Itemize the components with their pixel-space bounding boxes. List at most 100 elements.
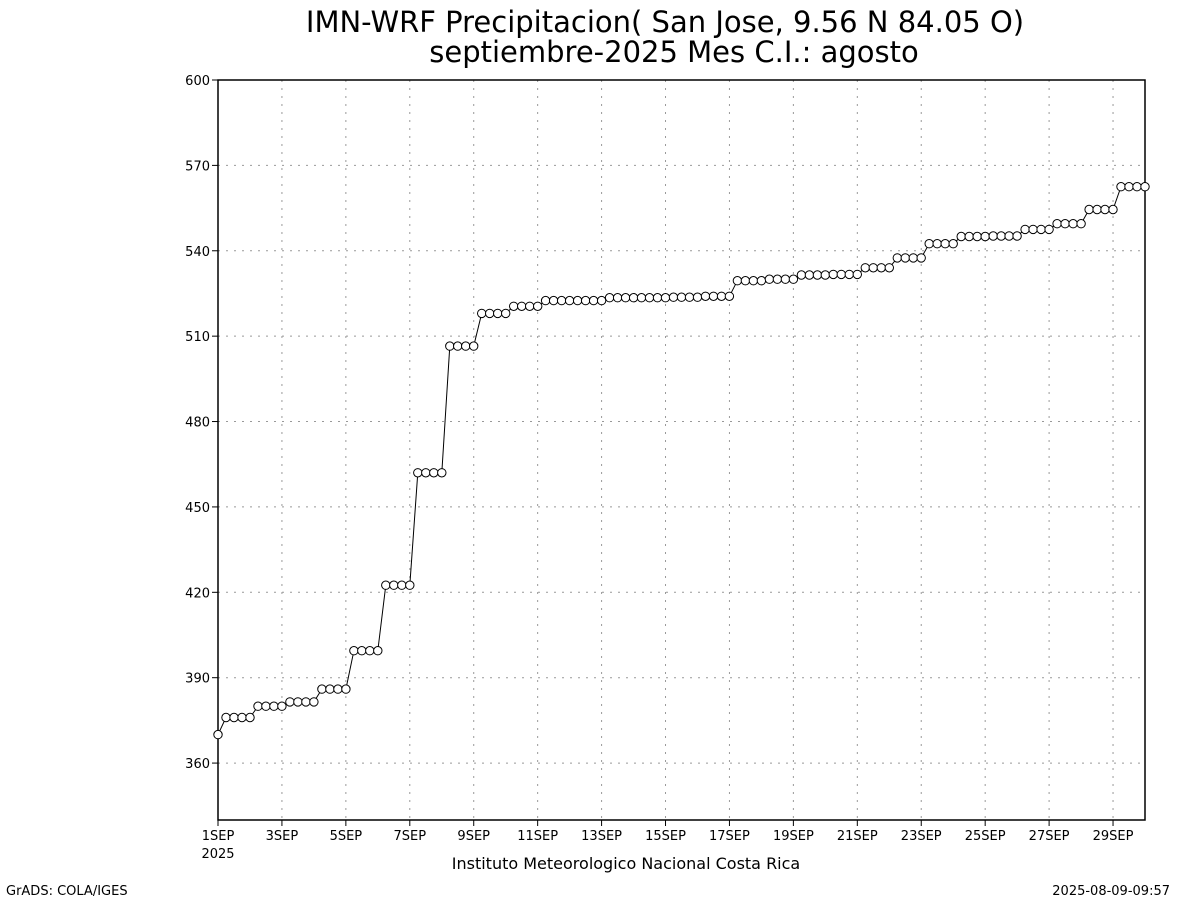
data-point (884, 263, 894, 273)
x-tick-label: 25SEP (965, 829, 1006, 844)
data-point (1092, 204, 1102, 215)
data-point (517, 301, 527, 311)
data-point (301, 697, 311, 707)
data-point (708, 291, 719, 301)
data-point (493, 308, 503, 319)
data-point (405, 580, 415, 590)
data-point (333, 684, 343, 694)
data-point (988, 231, 998, 241)
data-point (724, 291, 735, 301)
data-point (692, 292, 703, 302)
data-point (756, 276, 767, 286)
data-point (868, 263, 878, 273)
data-point (469, 341, 479, 351)
data-point (540, 295, 551, 306)
data-point (317, 684, 327, 694)
data-point (588, 295, 599, 306)
plot-frame (217, 79, 1146, 821)
data-point (1084, 204, 1094, 215)
timestamp-label: 2025-08-09-09:57 (1052, 884, 1170, 899)
data-point (628, 293, 639, 303)
data-point (844, 269, 854, 280)
y-tick-label: 600 (185, 74, 210, 89)
data-point (828, 269, 838, 280)
data-point (413, 468, 423, 478)
y-tick-label: 570 (185, 159, 210, 174)
data-point (381, 580, 391, 590)
data-point (740, 276, 751, 286)
x-tick-label: 27SEP (1029, 829, 1070, 844)
data-point (716, 291, 727, 301)
data-point (964, 231, 974, 242)
data-point (373, 646, 383, 656)
data-point (612, 293, 623, 303)
data-point (596, 295, 607, 306)
y-tick-label: 540 (185, 245, 210, 260)
data-point (956, 231, 966, 242)
grid-lines (217, 79, 1145, 820)
y-tick-label: 480 (185, 416, 210, 431)
data-point (580, 295, 591, 306)
data-point (548, 295, 559, 306)
data-point (533, 301, 543, 311)
data-point (253, 701, 263, 711)
data-point (1012, 231, 1022, 241)
data-point (293, 697, 303, 707)
data-point (285, 697, 295, 707)
data-point (213, 729, 223, 740)
x-tick-label: 29SEP (1093, 829, 1134, 844)
data-point (860, 263, 870, 273)
data-point (732, 276, 743, 286)
data-point (676, 292, 687, 302)
data-point (397, 580, 407, 590)
data-point (876, 263, 886, 273)
x-tick-label: 11SEP (517, 829, 558, 844)
data-point (564, 295, 575, 306)
data-point (429, 468, 439, 478)
data-point (1020, 224, 1030, 235)
data-point (365, 646, 375, 656)
data-point (700, 291, 711, 301)
data-point (772, 274, 783, 284)
x-tick-label: 23SEP (901, 829, 942, 844)
data-point (485, 308, 495, 319)
data-point (269, 701, 279, 711)
data-point (309, 697, 319, 707)
data-point (764, 274, 775, 284)
data-point (820, 270, 830, 280)
data-point (437, 468, 447, 478)
data-point (221, 712, 231, 723)
x-tick-label: 7SEP (394, 829, 427, 844)
x-tick-label: 3SEP (266, 829, 299, 844)
x-tick-label: 9SEP (457, 829, 490, 844)
data-point (237, 712, 247, 723)
x-tick-label: 19SEP (773, 829, 814, 844)
data-point (461, 341, 471, 351)
data-point (892, 253, 902, 263)
data-point (509, 301, 519, 311)
data-point (1116, 182, 1126, 192)
data-point (908, 253, 918, 263)
data-point (349, 646, 359, 656)
data-point (245, 712, 255, 723)
data-point (1076, 219, 1086, 229)
data-point (972, 231, 982, 242)
data-point (1100, 204, 1110, 215)
data-point (1052, 219, 1062, 229)
data-point (357, 646, 367, 656)
data-point (277, 701, 287, 711)
data-point (948, 239, 958, 249)
x-tick-label: 17SEP (709, 829, 750, 844)
data-point (620, 293, 631, 303)
data-point (804, 270, 815, 280)
data-point (1004, 231, 1014, 241)
data-point (1060, 219, 1070, 229)
data-point (501, 308, 511, 319)
data-point (477, 308, 487, 319)
data-point (421, 468, 431, 478)
y-tick-label: 360 (185, 757, 210, 772)
data-point (852, 269, 862, 280)
data-point (572, 295, 583, 306)
data-point (644, 293, 655, 303)
